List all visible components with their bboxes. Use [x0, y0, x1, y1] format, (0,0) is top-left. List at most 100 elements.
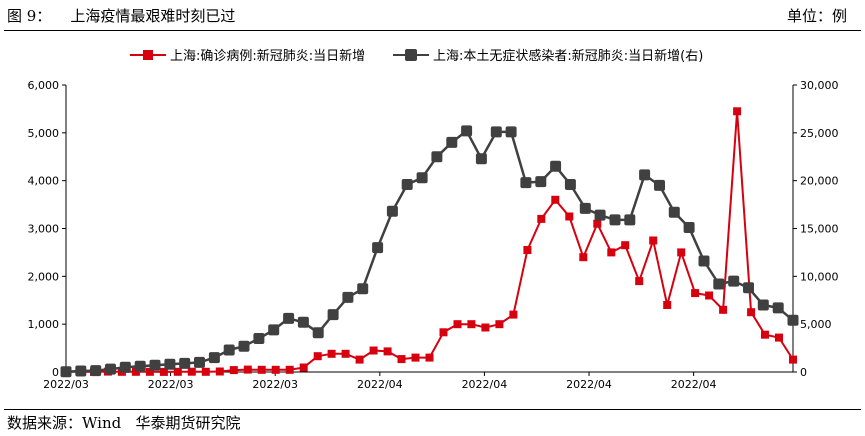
series-1-point: [243, 365, 252, 374]
series-1-point: [593, 219, 602, 228]
figure-title: 图 9： 上海疫情最艰难时刻已过: [7, 7, 236, 25]
chart-legend: 上海:确诊病例:新冠肺炎:当日新增 上海:本土无症状感染者:新冠肺炎:当日新增(…: [130, 48, 703, 64]
series-1-point: [621, 241, 630, 250]
series-1-point: [747, 308, 756, 317]
series-1-point: [663, 301, 672, 309]
series-1-point: [495, 320, 504, 329]
series-1-point: [201, 367, 210, 376]
series-2-point: [372, 242, 384, 254]
series-2-point: [431, 151, 443, 163]
series-2-point: [461, 125, 473, 137]
series-1-point: [691, 289, 700, 298]
legend-marker-series-2: [405, 49, 417, 61]
series-1-point: [481, 323, 490, 332]
series-2-point: [105, 363, 116, 375]
y-left-tick-label: 5,000: [28, 127, 60, 140]
y-right-tick-label: 15,000: [800, 223, 839, 236]
x-tick-label: 2022/04: [462, 378, 508, 391]
series-1-point: [411, 353, 420, 362]
series-2-point: [654, 179, 665, 191]
y-right-tick-label: 25,000: [800, 127, 839, 140]
y-left-tick-label: 6,000: [28, 79, 60, 92]
series-1-point: [299, 363, 308, 372]
series-2-point: [179, 357, 191, 369]
source-note: 数据来源：Wind 华泰期货研究院: [7, 414, 241, 432]
series-1-point: [761, 330, 769, 339]
series-2-point: [757, 299, 769, 311]
legend-marker-series-1: [143, 50, 153, 60]
series-1-point: [257, 365, 266, 374]
x-tick-label: 2022/03: [148, 378, 194, 391]
series-2-point: [416, 172, 428, 184]
series-2-point: [386, 205, 398, 217]
y-right-tick-label: 20,000: [800, 175, 839, 188]
chart-axes: 0 1,000 2,000 3,000 4,000 5,000 6,000 0 5,000 10,…: [28, 79, 839, 391]
y-right-tick-label: 0: [800, 366, 807, 379]
series-2-point: [238, 340, 250, 352]
legend-label-series-2: 上海:本土无症状感染者:新冠肺炎:当日新增(右): [433, 48, 703, 64]
y-right-tick-label: 10,000: [800, 270, 839, 283]
series-2-point: [698, 255, 710, 267]
line-chart: 上海:确诊病例:新冠肺炎:当日新增 上海:本土无症状感染者:新冠肺炎:当日新增(…: [28, 48, 839, 391]
series-2-point: [787, 314, 799, 326]
series-1-point: [551, 195, 560, 204]
y-left-tick-label: 4,000: [28, 175, 60, 188]
series-1-point: [159, 367, 168, 376]
series-1-point: [523, 246, 532, 254]
series-2-point: [579, 202, 591, 214]
y-left-tick-label: 2,000: [28, 270, 60, 283]
top-divider: [4, 30, 861, 31]
series-1-point: [215, 367, 224, 376]
series-1-point: [789, 355, 797, 364]
series-2-point: [208, 352, 220, 364]
series-2-point: [401, 179, 413, 190]
series-2-point: [564, 179, 576, 190]
series-2-point: [223, 344, 235, 356]
series-2-point: [268, 324, 280, 336]
x-tick-label: 2022/03: [252, 378, 298, 391]
series-1-point: [649, 236, 658, 245]
series-1-point: [439, 328, 448, 337]
series-2-point: [683, 222, 695, 233]
series-2-point: [164, 358, 176, 370]
series-2-point: [297, 316, 309, 328]
series-2-point: [639, 169, 651, 181]
plot-area: [60, 107, 799, 378]
series-1-point: [369, 346, 378, 355]
unit-label: 单位：例: [786, 7, 847, 25]
series-2-point: [342, 291, 354, 303]
series-2-point: [283, 312, 295, 324]
series-1-point: [607, 248, 616, 257]
series-2-point: [475, 153, 487, 165]
series-2-point: [505, 126, 517, 138]
series-2-point: [446, 136, 458, 148]
series-2-point: [490, 126, 502, 138]
series-1-point: [397, 355, 406, 364]
series-1-point: [131, 367, 140, 376]
series-2-point: [75, 365, 87, 377]
series-2-point: [713, 278, 725, 290]
series-2-point: [624, 214, 636, 226]
x-tick-label: 2022/04: [566, 378, 612, 391]
series-2-point: [90, 365, 102, 377]
series-2-point: [327, 309, 339, 321]
y-right-tick-label: 30,000: [800, 79, 839, 92]
series-2-point: [119, 361, 131, 373]
series-2-point: [535, 176, 547, 188]
series-2-point: [550, 160, 562, 172]
series-1-point: [677, 248, 686, 257]
series-1-line: [65, 110, 794, 373]
y-left-tick-label: 3,000: [28, 223, 60, 236]
series-1-point: [229, 366, 238, 375]
series-1-point: [327, 349, 336, 358]
series-1-point: [187, 367, 196, 376]
series-2-point: [149, 359, 161, 371]
series-1-point: [635, 277, 644, 286]
series-1-point: [271, 365, 280, 374]
y-right-tick-label: 5,000: [800, 318, 832, 331]
figure-header: 图 9： 上海疫情最艰难时刻已过 单位：例: [0, 0, 865, 30]
series-1-point: [145, 367, 154, 376]
series-2-point: [728, 275, 740, 287]
series-2-point: [743, 282, 754, 294]
series-1-point: [733, 107, 742, 116]
